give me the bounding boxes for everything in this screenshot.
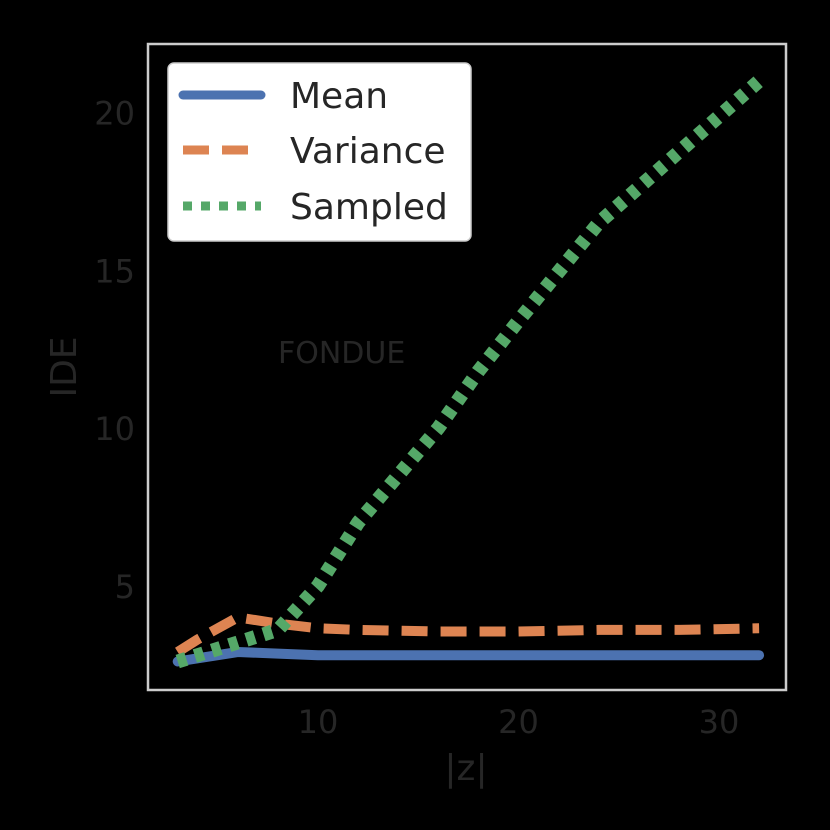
x-tick-labels: 10 20 30	[298, 703, 740, 741]
legend-box	[167, 62, 472, 242]
series-line-mean	[172, 647, 765, 667]
x-axis-label: |z|	[444, 748, 487, 789]
y-tick-label: 15	[94, 252, 135, 290]
x-tick-label: 10	[298, 703, 339, 741]
x-tick-label: 30	[699, 703, 740, 741]
y-tick-labels: 5 10 15 20	[94, 95, 135, 606]
legend-label-variance: Variance	[290, 131, 446, 172]
y-axis-label: IDE	[44, 336, 85, 397]
x-tick-label: 20	[498, 703, 539, 741]
y-tick-label: 5	[115, 568, 135, 606]
fondue-annotation: FONDUE	[278, 336, 405, 371]
y-tick-label: 10	[94, 410, 135, 448]
legend-label-sampled: Sampled	[290, 187, 448, 228]
plot-lines	[172, 75, 765, 669]
legend: Mean Variance Sampled	[167, 62, 472, 242]
plot-frame	[146, 42, 788, 692]
y-tick-label: 20	[94, 95, 135, 133]
series-line-sampled	[175, 75, 764, 669]
legend-label-mean: Mean	[290, 76, 388, 117]
series-line-variance	[175, 612, 760, 657]
